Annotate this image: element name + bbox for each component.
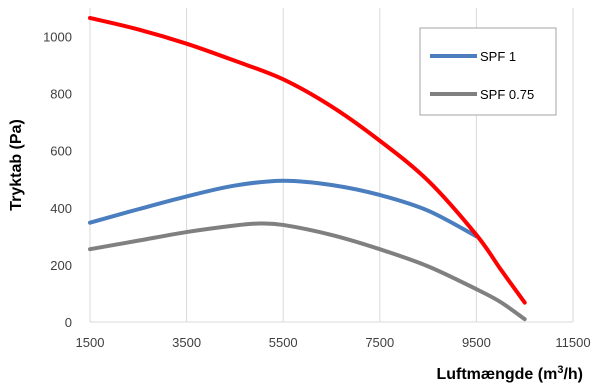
legend: SPF 1 SPF 0.75 — [419, 27, 557, 116]
y-tick-label: 200 — [50, 258, 72, 273]
y-tick-labels: 0 200 400 600 800 1000 — [43, 30, 72, 330]
series-line-red — [88, 15, 527, 305]
series-line-spf-1 — [88, 178, 479, 239]
x-tick-label: 11500 — [555, 335, 590, 350]
series-lines — [88, 15, 527, 322]
x-tick-label: 9500 — [462, 335, 491, 350]
x-tick-label: 5500 — [269, 335, 298, 350]
x-tick-label: 3500 — [172, 335, 201, 350]
y-tick-label: 1000 — [43, 30, 72, 45]
x-tick-labels: 1500 3500 5500 7500 9500 11500 — [76, 335, 591, 350]
y-tick-label: 0 — [65, 315, 72, 330]
series-line-spf-075 — [88, 221, 527, 322]
legend-label-spf-075: SPF 0.75 — [480, 87, 534, 102]
y-axis-title: Tryktab (Pa) — [8, 119, 25, 211]
legend-label-spf-1: SPF 1 — [480, 49, 516, 64]
x-tick-label: 1500 — [76, 335, 105, 350]
x-tick-label: 7500 — [365, 335, 394, 350]
legend-box — [419, 27, 557, 116]
y-tick-label: 800 — [50, 87, 72, 102]
y-tick-label: 400 — [50, 201, 72, 216]
x-axis-title: Luftmængde (m3/h) — [436, 364, 583, 383]
y-tick-label: 600 — [50, 144, 72, 159]
